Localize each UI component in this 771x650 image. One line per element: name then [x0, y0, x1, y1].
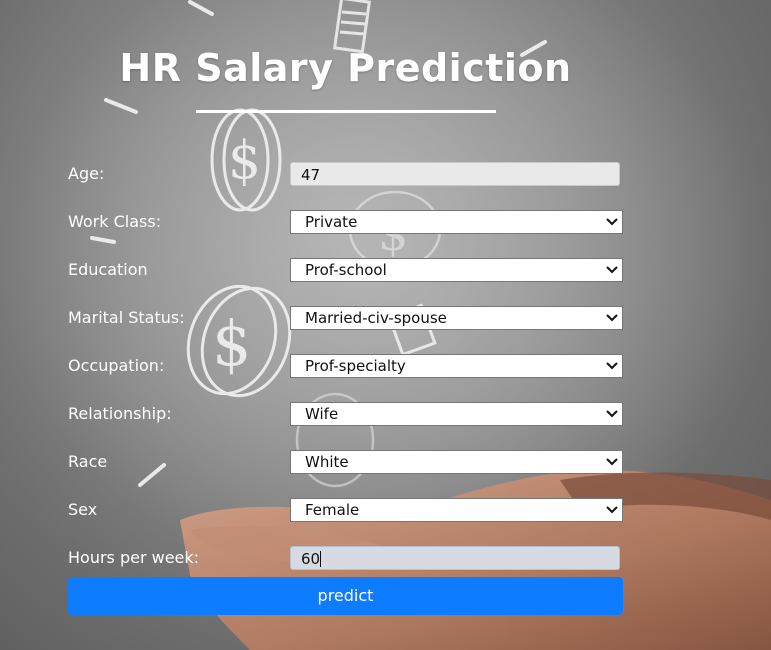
svg-text:$: $ [212, 307, 251, 380]
hours-per-week-label: Hours per week: [68, 548, 200, 567]
form-row-occupation: Occupation: Prof-specialty [68, 354, 623, 380]
marital-status-select[interactable]: Married-civ-spouse [290, 306, 623, 330]
chevron-down-icon [606, 506, 618, 514]
race-select[interactable]: White [290, 450, 623, 474]
age-input[interactable]: 47 [290, 162, 620, 186]
form-row-marital-status: Marital Status: Married-civ-spouse [68, 306, 623, 332]
predict-button[interactable]: predict [68, 577, 623, 615]
chevron-down-icon [606, 218, 618, 226]
form-row-relationship: Relationship: Wife [68, 402, 623, 428]
chevron-down-icon [606, 458, 618, 466]
form-row-race: Race White [68, 450, 623, 476]
text-caret [320, 551, 322, 567]
work-class-value: Private [305, 213, 358, 231]
page-title: HR Salary Prediction [119, 46, 572, 90]
form-row-education: Education Prof-school [68, 258, 623, 284]
relationship-select[interactable]: Wife [290, 402, 623, 426]
occupation-select[interactable]: Prof-specialty [290, 354, 623, 378]
sex-label: Sex [68, 500, 98, 519]
coin-icon [295, 392, 375, 488]
chevron-down-icon [606, 410, 618, 418]
chevron-down-icon [606, 266, 618, 274]
title-divider [196, 110, 496, 113]
hours-per-week-input[interactable]: 60 [290, 546, 620, 570]
marital-status-label: Marital Status: [68, 308, 185, 327]
occupation-value: Prof-specialty [305, 357, 406, 375]
coin-icon: $ [186, 284, 292, 398]
chevron-down-icon [606, 362, 618, 370]
marital-status-value: Married-civ-spouse [305, 309, 447, 327]
form-row-age: Age: 47 [68, 162, 623, 188]
relationship-value: Wife [305, 405, 339, 423]
form-row-work-class: Work Class: Private [68, 210, 623, 236]
work-class-label: Work Class: [68, 212, 162, 231]
sex-value: Female [305, 501, 360, 519]
form-row-sex: Sex Female [68, 498, 623, 524]
chevron-down-icon [606, 314, 618, 322]
education-value: Prof-school [305, 261, 387, 279]
svg-text:$: $ [228, 131, 261, 191]
relationship-label: Relationship: [68, 404, 172, 423]
form-row-hours-per-week: Hours per week: 60 [68, 546, 623, 572]
race-label: Race [68, 452, 108, 471]
sex-select[interactable]: Female [290, 498, 623, 522]
education-select[interactable]: Prof-school [290, 258, 623, 282]
work-class-select[interactable]: Private [290, 210, 623, 234]
hours-per-week-value: 60 [301, 550, 321, 568]
age-label: Age: [68, 164, 105, 183]
race-value: White [305, 453, 349, 471]
occupation-label: Occupation: [68, 356, 165, 375]
education-label: Education [68, 260, 148, 279]
